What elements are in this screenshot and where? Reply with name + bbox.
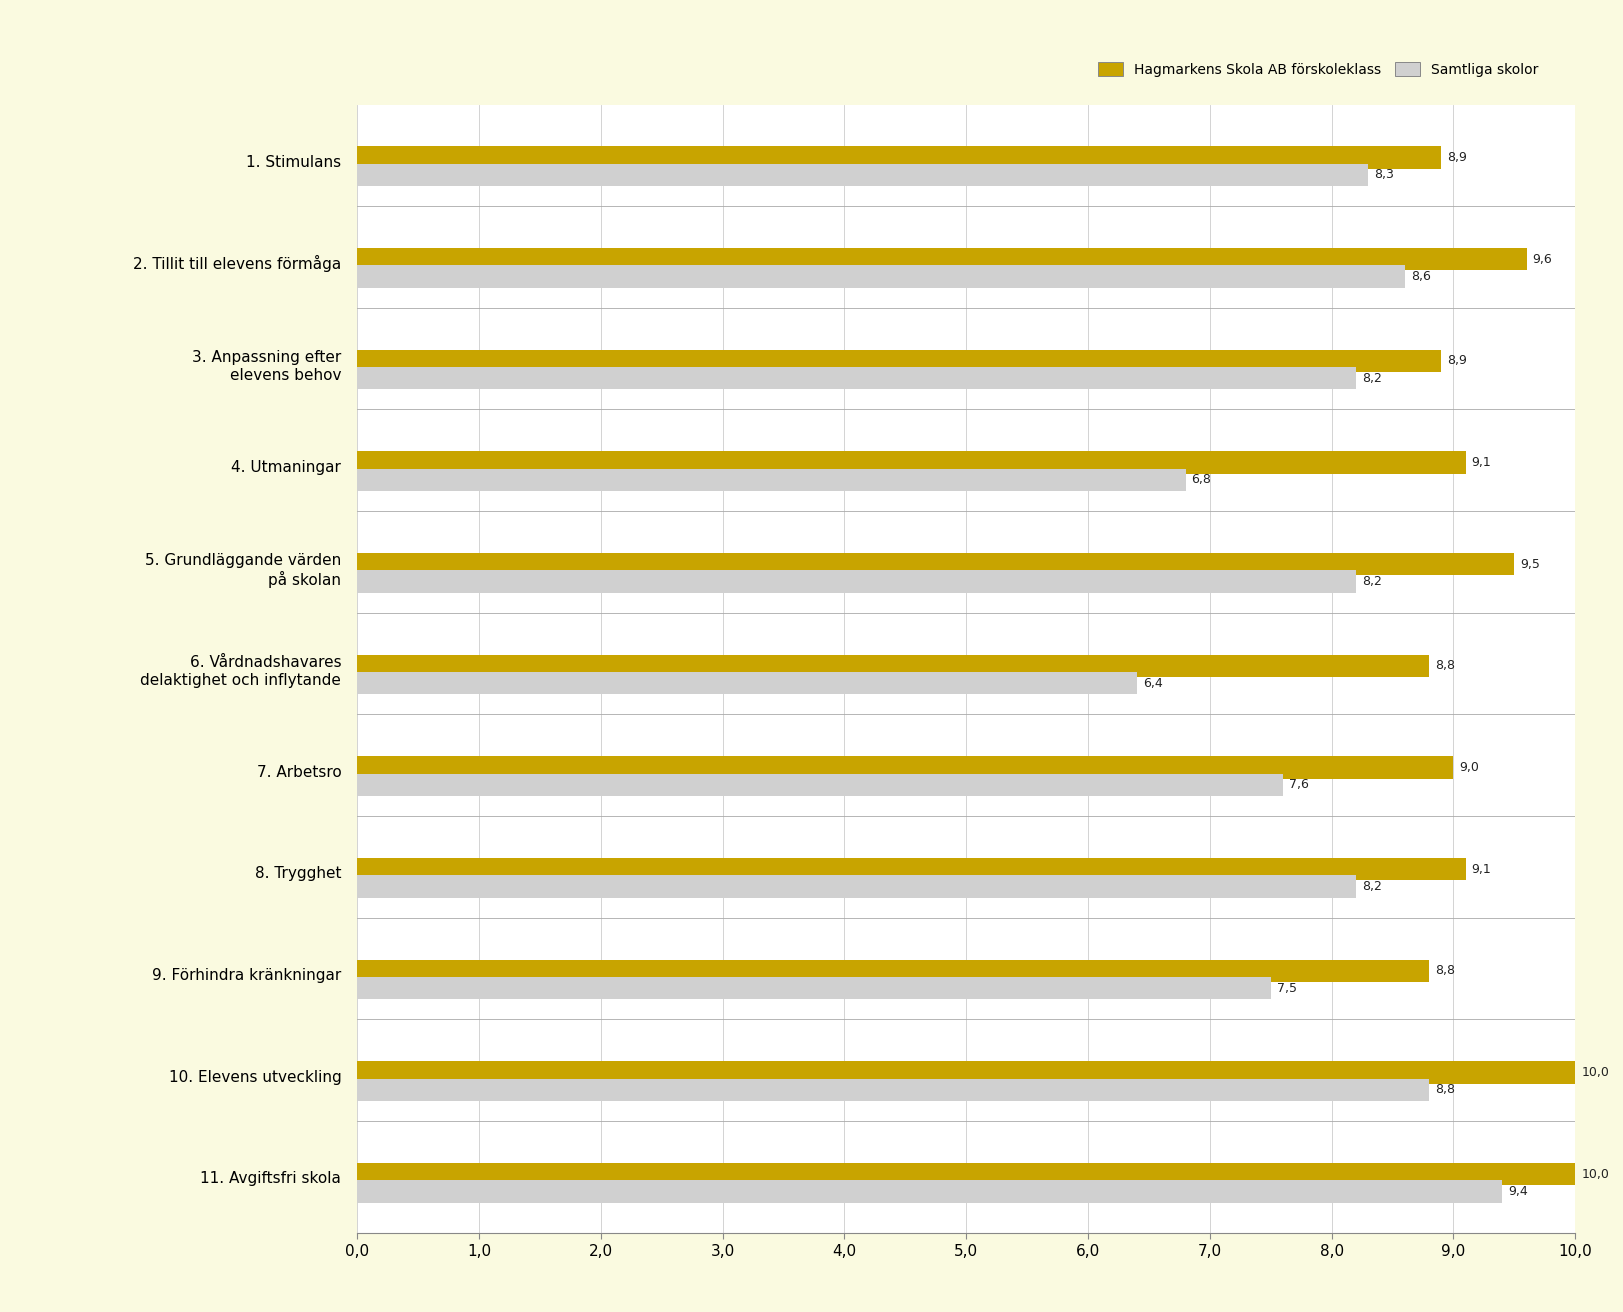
Bar [357, 164, 1367, 186]
Bar [357, 350, 1441, 373]
Text: 8,8: 8,8 [1435, 660, 1454, 673]
Text: 9,0: 9,0 [1459, 761, 1479, 774]
Text: 9,6: 9,6 [1532, 253, 1552, 266]
Text: 8,8: 8,8 [1435, 1084, 1454, 1097]
Text: 8,9: 8,9 [1446, 354, 1466, 367]
Bar [357, 875, 1355, 897]
Text: 7,6: 7,6 [1289, 778, 1308, 791]
Bar [357, 960, 1428, 983]
Bar [357, 367, 1355, 390]
Bar [357, 1181, 1501, 1203]
Bar [357, 147, 1441, 169]
Bar [357, 554, 1514, 576]
Bar [357, 571, 1355, 593]
Bar [357, 468, 1185, 491]
Text: 9,1: 9,1 [1470, 457, 1490, 470]
Text: 9,5: 9,5 [1519, 558, 1539, 571]
Bar [357, 451, 1466, 474]
Text: 6,8: 6,8 [1191, 474, 1211, 487]
Text: 8,3: 8,3 [1373, 168, 1393, 181]
Text: 8,6: 8,6 [1410, 270, 1430, 283]
Bar [357, 655, 1428, 677]
Text: 8,2: 8,2 [1362, 371, 1381, 384]
Text: 7,5: 7,5 [1276, 981, 1297, 994]
Bar [357, 977, 1269, 1000]
Bar [357, 1164, 1574, 1186]
Text: 6,4: 6,4 [1143, 677, 1162, 690]
Text: 9,4: 9,4 [1508, 1185, 1527, 1198]
Text: 8,2: 8,2 [1362, 575, 1381, 588]
Bar [357, 774, 1282, 796]
Bar [357, 265, 1404, 287]
Text: 9,1: 9,1 [1470, 863, 1490, 876]
Legend: Hagmarkens Skola AB förskoleklass, Samtliga skolor: Hagmarkens Skola AB förskoleklass, Samtl… [1092, 56, 1543, 83]
Bar [357, 672, 1136, 694]
Text: 8,9: 8,9 [1446, 151, 1466, 164]
Text: 8,8: 8,8 [1435, 964, 1454, 977]
Bar [357, 248, 1526, 270]
Text: 10,0: 10,0 [1581, 1067, 1608, 1080]
Text: 8,2: 8,2 [1362, 880, 1381, 893]
Bar [357, 1061, 1574, 1084]
Bar [357, 757, 1453, 779]
Bar [357, 1078, 1428, 1101]
Text: 10,0: 10,0 [1581, 1168, 1608, 1181]
Bar [357, 858, 1466, 880]
